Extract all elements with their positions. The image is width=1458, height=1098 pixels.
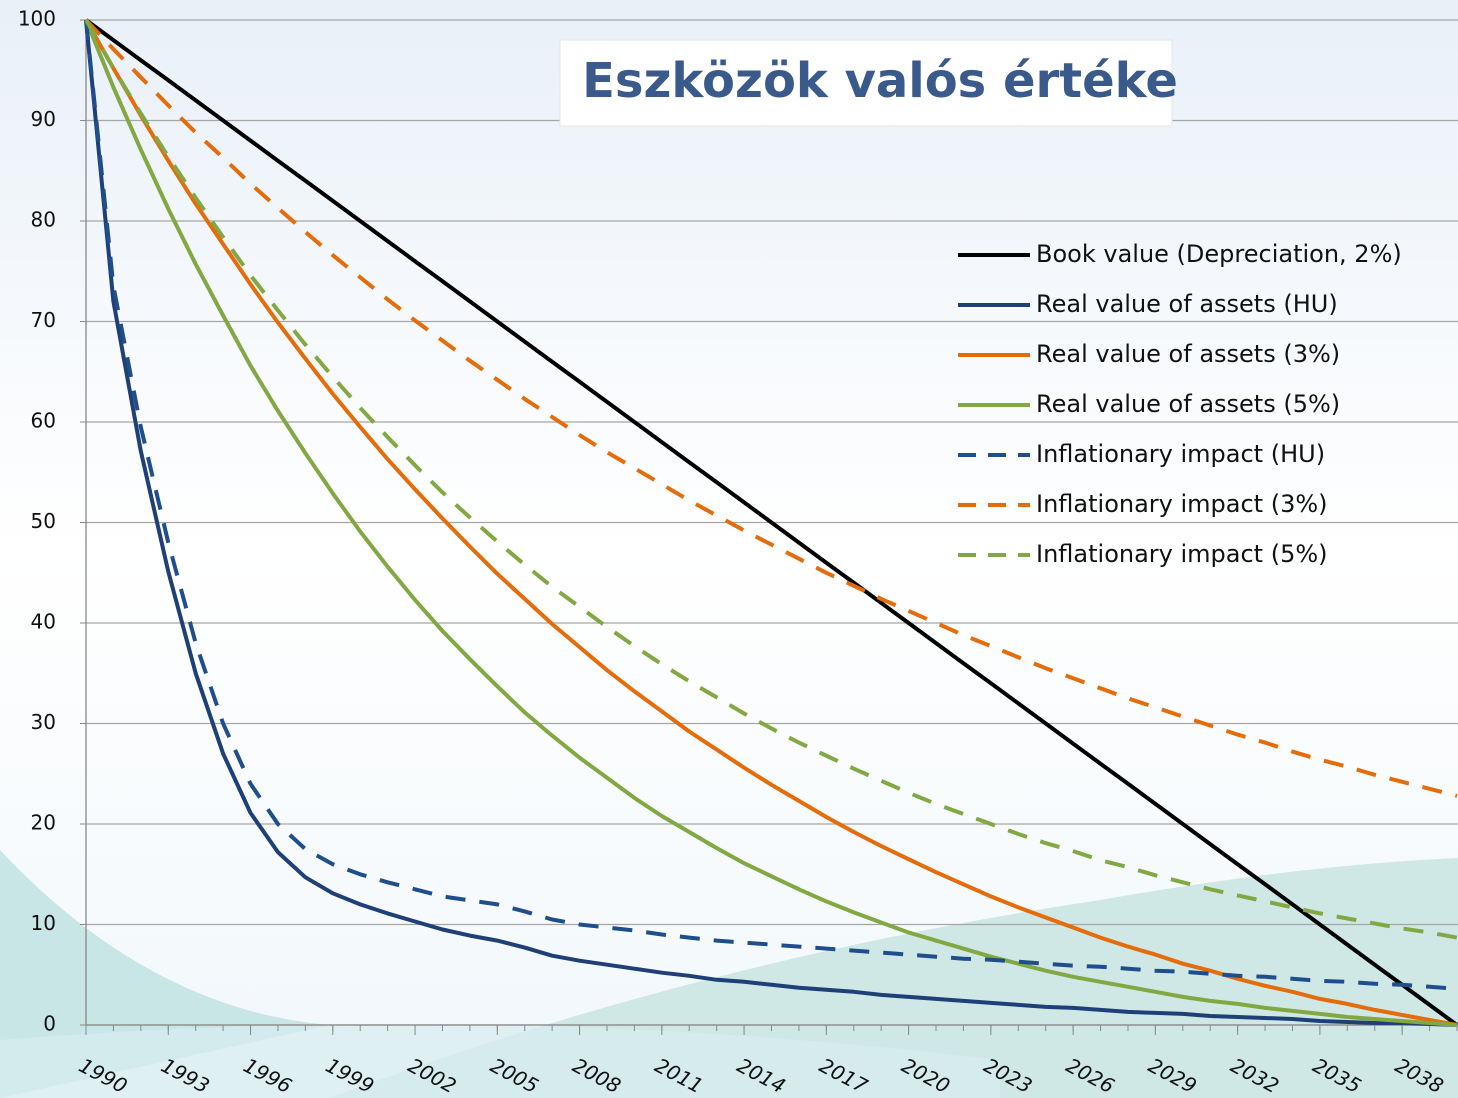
y-tick-label: 90 — [31, 107, 56, 131]
y-tick-label: 70 — [31, 308, 56, 332]
y-tick-label: 40 — [31, 610, 56, 634]
y-tick-label: 30 — [31, 710, 56, 734]
series-line — [84, 19, 1458, 940]
legend-label: Real value of assets (HU) — [1036, 290, 1338, 318]
series-line — [84, 18, 1458, 798]
legend-label: Inflationary impact (5%) — [1036, 540, 1328, 568]
series-line — [84, 19, 1458, 991]
wave-bottom — [0, 1024, 1000, 1098]
y-tick-label: 60 — [31, 409, 56, 433]
series-line — [84, 19, 1458, 1027]
y-tick-label: 10 — [31, 911, 56, 935]
y-tick-label: 100 — [18, 7, 56, 31]
chart-title: Eszközök valós értéke — [582, 53, 1178, 109]
legend-label: Real value of assets (5%) — [1036, 390, 1340, 418]
legend-label: Real value of assets (3%) — [1036, 340, 1340, 368]
legend-label: Book value (Depreciation, 2%) — [1036, 240, 1402, 268]
legend-label: Inflationary impact (3%) — [1036, 490, 1328, 518]
y-tick-label: 50 — [31, 509, 56, 533]
legend: Book value (Depreciation, 2%) Real value … — [958, 240, 1402, 568]
y-tick-label: 0 — [43, 1012, 56, 1036]
series-line — [84, 18, 1458, 1027]
title-box — [559, 39, 1173, 127]
legend-label: Inflationary impact (HU) — [1036, 440, 1325, 468]
y-tick-label: 80 — [31, 208, 56, 232]
y-tick-label: 20 — [31, 811, 56, 835]
series-line — [84, 19, 1458, 1027]
